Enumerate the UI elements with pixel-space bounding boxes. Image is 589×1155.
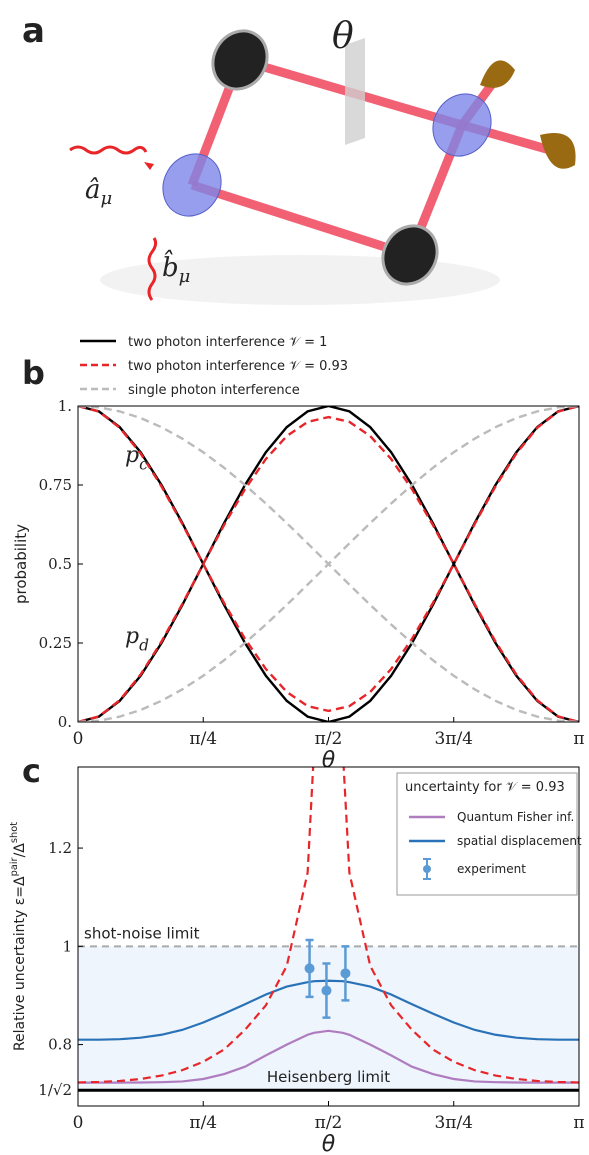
reference-label: Heisenberg limit [267,1068,390,1086]
y-tick-label: 0. [58,713,72,731]
data-point [321,985,332,996]
curve [78,406,579,713]
shadow [100,255,500,305]
y-axis-label: Relative uncertainty ε=Δpair/Δshot [9,822,28,1051]
y-tick-label: 1 [62,937,72,955]
curve-label-part: p [125,624,139,649]
input-subscript: μ [179,266,191,287]
input-subscript: μ [101,188,113,209]
y-tick-label: 0.5 [48,555,72,573]
input-label: b̂μ [162,249,190,287]
beam-splitter [432,93,492,157]
y-tick-label: 1. [58,397,72,415]
legend-title: uncertainty for 𝒱 = 0.93 [405,780,565,795]
y-tick-label: 0.75 [39,476,72,494]
legend-label: experiment [457,862,526,876]
legend-label: spatial displacement [457,834,582,848]
x-tick-label: 0 [73,729,84,749]
curve-label-script: d [139,636,149,654]
x-tick-label: 0 [73,1113,84,1133]
y-axis-label-part: Relative uncertainty ε=Δ [12,876,28,1051]
legend-label: Quantum Fisher inf. [457,810,574,824]
y-tick-label: 1.2 [48,839,72,857]
y-tick-label: 0.25 [39,634,72,652]
x-tick-label: 3π/4 [434,729,473,749]
reference-label: shot-noise limit [84,924,200,942]
mirror [381,224,439,286]
y-tick-label: 0.8 [48,1036,72,1054]
phase-plate [345,38,365,145]
x-axis-label: θ [322,748,336,773]
x-tick-label: π/2 [315,729,343,749]
beams [187,55,552,260]
data-point [340,968,351,979]
x-tick-label: π [573,1113,584,1133]
curve-label: pd [125,624,149,654]
y-axis-label: probability [12,524,30,604]
input-wave [147,237,158,301]
arrowhead [144,162,154,170]
angle-label: θ [332,16,354,57]
data-point [304,963,315,974]
mirror [211,29,269,91]
y-tick-label: 1/√2 [38,1081,72,1099]
x-tick-label: π/4 [189,729,217,749]
curve-label-part: p [125,443,139,468]
beam [190,180,412,260]
beam-splitter [162,153,222,217]
curve-label: pc [125,443,148,473]
curve [78,979,579,1041]
input-wave [69,145,148,155]
panel-label: c [22,752,41,790]
curve [78,415,579,722]
x-tick-label: π/4 [189,1113,217,1133]
legend-label: two photon interference 𝒱 = 1 [128,335,327,350]
y-axis-label-script: pair [9,856,20,876]
panel-label: a [22,11,45,51]
setup-illustration: a θ âμ b̂μ [22,11,576,305]
legend-label: single photon interference [128,383,300,398]
input-symbol: b̂ [162,249,179,283]
curve-label-script: c [139,455,148,473]
detector [540,133,576,169]
x-tick-label: π [573,729,584,749]
curve [78,1029,579,1084]
legend-label: two photon interference 𝒱 = 0.93 [128,359,348,374]
input-symbol: â [85,175,101,205]
x-tick-label: 3π/4 [434,1113,473,1133]
curve [78,406,579,722]
legend-swatch [423,865,431,873]
curve [78,767,579,1084]
x-tick-label: π/2 [315,1113,343,1133]
x-axis-label: θ [322,1132,336,1155]
y-axis-label-script: shot [9,822,20,843]
panel-label: b [22,354,45,392]
detector [480,60,515,88]
y-axis-label-part: /Δ [12,843,28,858]
input-label: âμ [85,175,112,209]
